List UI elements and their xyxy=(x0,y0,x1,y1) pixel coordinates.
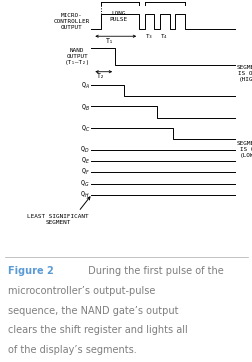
Text: Q$_A$: Q$_A$ xyxy=(81,81,89,91)
Text: Figure 2: Figure 2 xyxy=(8,266,53,277)
Text: Q$_D$: Q$_D$ xyxy=(80,144,89,155)
Text: Q$_C$: Q$_C$ xyxy=(80,124,89,134)
Text: Q$_F$: Q$_F$ xyxy=(81,167,89,177)
Text: sequence, the NAND gate’s output: sequence, the NAND gate’s output xyxy=(8,306,177,316)
Text: SEGMENT
IS ON
(LOW): SEGMENT IS ON (LOW) xyxy=(236,141,252,158)
Text: NAND
OUTPUT
(T₁–T₂): NAND OUTPUT (T₁–T₂) xyxy=(64,47,89,65)
Text: MICRO-
CONTROLLER
OUTPUT: MICRO- CONTROLLER OUTPUT xyxy=(53,13,89,30)
Text: SEGMENT
IS OFF
(HIGH): SEGMENT IS OFF (HIGH) xyxy=(236,65,252,82)
Text: T₄: T₄ xyxy=(161,34,168,39)
Text: T₃: T₃ xyxy=(145,34,152,39)
Text: Q$_H$: Q$_H$ xyxy=(80,190,89,200)
Text: of the display’s segments.: of the display’s segments. xyxy=(8,345,136,355)
Text: During the first pulse of the: During the first pulse of the xyxy=(84,266,223,277)
Text: T₁: T₁ xyxy=(106,38,114,43)
Text: clears the shift register and lights all: clears the shift register and lights all xyxy=(8,325,186,335)
Text: Q$_E$: Q$_E$ xyxy=(81,156,89,166)
Text: LEAST SIGNIFICANT
SEGMENT: LEAST SIGNIFICANT SEGMENT xyxy=(27,214,89,225)
Text: Q$_B$: Q$_B$ xyxy=(81,102,89,113)
Text: ALL PULSES ARE
OF WIDTH T₃: ALL PULSES ARE OF WIDTH T₃ xyxy=(139,0,189,1)
Text: WIDTH T₁: WIDTH T₁ xyxy=(105,0,134,1)
Text: Q$_G$: Q$_G$ xyxy=(80,178,89,189)
Text: LONG
PULSE: LONG PULSE xyxy=(109,11,128,22)
Text: microcontroller’s output-pulse: microcontroller’s output-pulse xyxy=(8,286,154,296)
Text: T₂: T₂ xyxy=(96,73,104,79)
